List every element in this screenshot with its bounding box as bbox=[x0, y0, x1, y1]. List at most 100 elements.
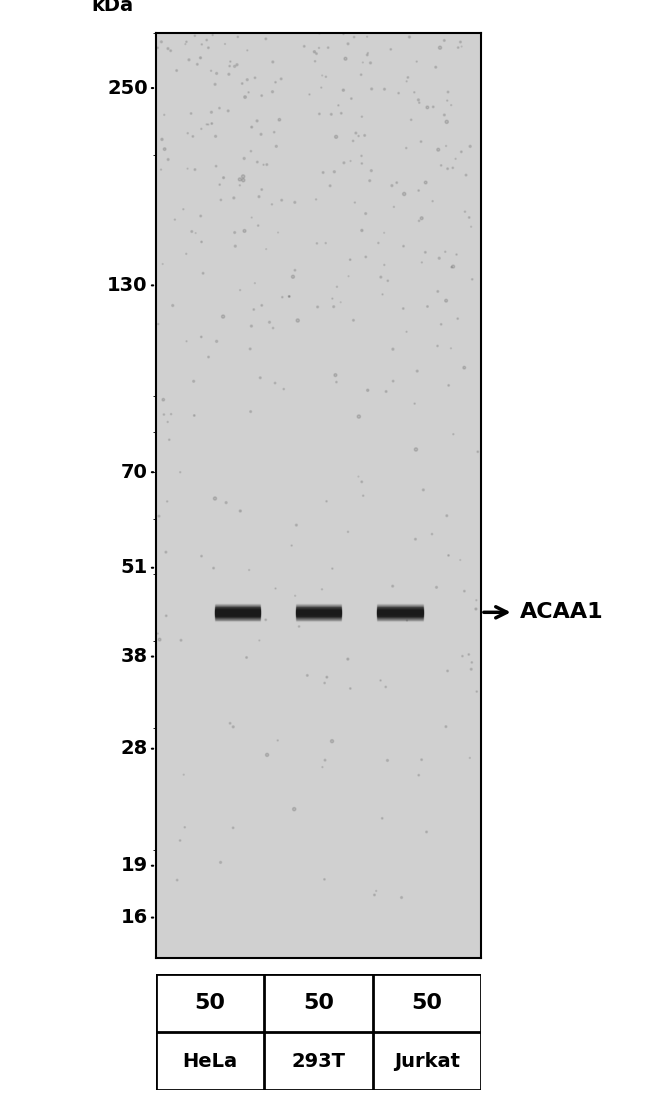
Point bbox=[335, 294, 346, 312]
Point bbox=[218, 168, 229, 186]
Point bbox=[266, 196, 277, 214]
Point bbox=[157, 255, 168, 273]
Point bbox=[156, 161, 166, 178]
Point bbox=[401, 323, 411, 340]
Point bbox=[195, 50, 205, 67]
Point bbox=[345, 679, 356, 697]
Point bbox=[274, 111, 285, 129]
Point bbox=[471, 591, 482, 609]
Point bbox=[290, 587, 300, 604]
Point bbox=[358, 487, 369, 504]
Point bbox=[327, 732, 337, 750]
Point bbox=[412, 362, 423, 380]
Point bbox=[196, 35, 207, 53]
Point bbox=[242, 42, 252, 59]
Point bbox=[325, 177, 335, 195]
Point bbox=[183, 124, 193, 142]
Point bbox=[413, 766, 424, 784]
Point bbox=[327, 290, 337, 307]
Point bbox=[175, 831, 185, 849]
Point bbox=[388, 372, 398, 390]
Point bbox=[279, 380, 289, 397]
Text: 293T: 293T bbox=[291, 1051, 346, 1070]
Point bbox=[258, 156, 268, 174]
Text: 130: 130 bbox=[107, 276, 148, 295]
Point bbox=[170, 210, 180, 228]
Point bbox=[220, 35, 230, 53]
Point bbox=[348, 312, 359, 329]
Point bbox=[471, 683, 482, 700]
Point bbox=[257, 296, 267, 314]
Point bbox=[221, 494, 231, 512]
Point bbox=[459, 582, 469, 600]
Point bbox=[166, 42, 176, 59]
Point bbox=[422, 297, 433, 315]
Point bbox=[414, 212, 424, 230]
Point bbox=[320, 68, 331, 86]
Point bbox=[206, 103, 216, 121]
Point bbox=[241, 648, 252, 666]
Point bbox=[294, 618, 304, 635]
Point bbox=[369, 886, 380, 904]
Point bbox=[157, 131, 167, 149]
Point bbox=[436, 316, 447, 334]
Point bbox=[362, 46, 372, 64]
Point bbox=[246, 403, 256, 421]
Point bbox=[435, 39, 445, 56]
Point bbox=[443, 377, 454, 394]
Point bbox=[257, 87, 267, 105]
Point bbox=[417, 209, 427, 227]
Point bbox=[323, 39, 333, 56]
Point bbox=[443, 160, 453, 177]
Point bbox=[243, 84, 254, 101]
Point bbox=[242, 70, 252, 88]
Point bbox=[304, 86, 315, 103]
Point bbox=[246, 142, 256, 160]
Point bbox=[336, 105, 346, 122]
Point bbox=[261, 611, 271, 629]
Point bbox=[439, 106, 450, 123]
Point bbox=[162, 492, 172, 510]
Point bbox=[218, 308, 228, 326]
Point bbox=[270, 74, 281, 91]
Point bbox=[176, 632, 186, 650]
Point bbox=[319, 674, 330, 691]
Point bbox=[413, 91, 424, 109]
Point bbox=[365, 172, 375, 189]
Point bbox=[387, 177, 397, 195]
Point bbox=[328, 298, 339, 316]
Point bbox=[459, 359, 469, 377]
Point bbox=[411, 440, 421, 458]
Point bbox=[466, 661, 476, 678]
Point bbox=[229, 57, 240, 75]
Point bbox=[284, 287, 294, 305]
Point bbox=[156, 33, 166, 51]
Point bbox=[181, 33, 192, 51]
Point bbox=[464, 209, 474, 227]
Point bbox=[290, 261, 300, 279]
Point bbox=[190, 225, 201, 242]
Point bbox=[367, 80, 377, 98]
Point bbox=[416, 133, 426, 151]
Point bbox=[203, 39, 214, 56]
Point bbox=[250, 274, 260, 292]
Point bbox=[181, 246, 192, 263]
Point bbox=[270, 580, 281, 598]
Point bbox=[225, 53, 235, 70]
Point bbox=[339, 154, 349, 172]
Point bbox=[261, 30, 271, 47]
Point bbox=[467, 654, 477, 672]
Point bbox=[319, 871, 330, 889]
Text: 50: 50 bbox=[411, 993, 443, 1013]
Point bbox=[356, 66, 367, 84]
Point bbox=[273, 224, 283, 241]
Point bbox=[343, 268, 354, 285]
Point bbox=[410, 395, 420, 413]
Point bbox=[290, 194, 300, 211]
Point bbox=[380, 678, 391, 696]
Point bbox=[311, 190, 321, 208]
Point bbox=[452, 309, 463, 327]
Point bbox=[465, 138, 475, 155]
Point bbox=[235, 171, 245, 188]
Point bbox=[159, 405, 169, 423]
